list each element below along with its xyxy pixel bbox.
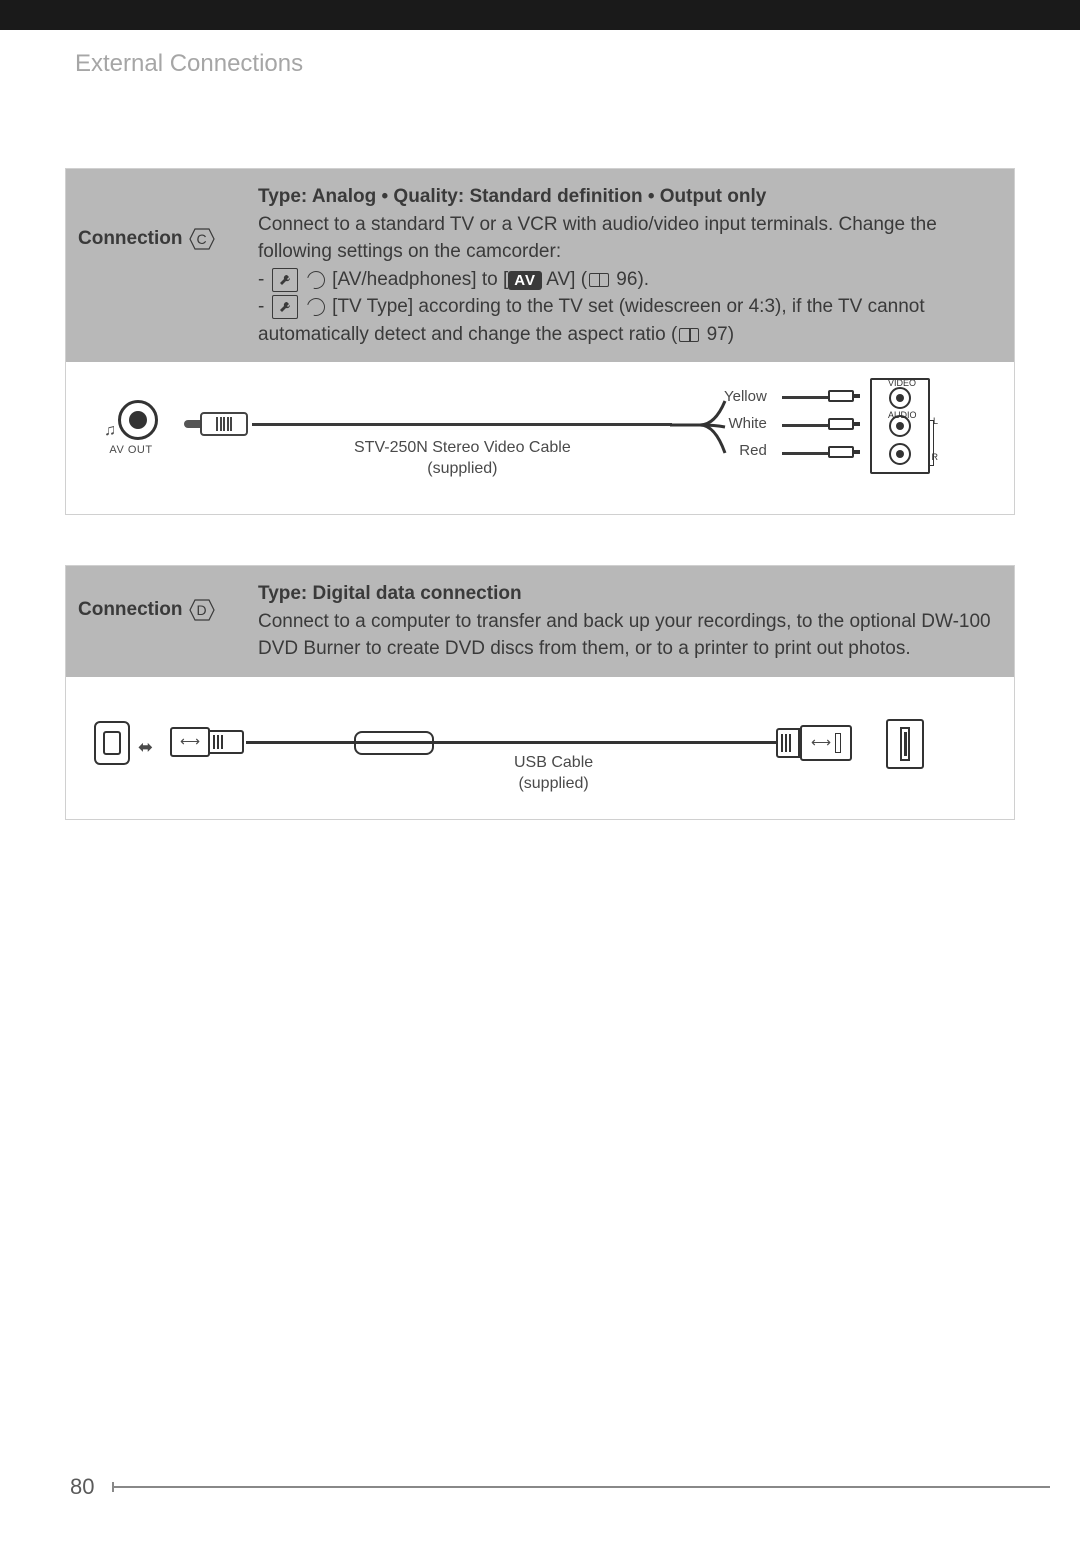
- rca-color-labels: Yellow White Red: [724, 388, 767, 459]
- top-black-bar: [0, 0, 1080, 30]
- usb-cable-line: [246, 741, 776, 744]
- rca-line: [782, 396, 828, 399]
- av-out-port-icon: ♫ AV OUT: [104, 400, 158, 456]
- connection-c-description: Type: Analog • Quality: Standard definit…: [258, 183, 994, 348]
- arc-icon: [304, 295, 329, 320]
- usb-a-socket-icon: [886, 719, 924, 769]
- rca-jack-panel-icon: VIDEO AUDIO L R: [870, 378, 930, 474]
- rca-plug-icon: [828, 390, 854, 402]
- connection-d-diagram: ⬌ ⟷ USB Cable (supplied) ⟷: [66, 677, 1014, 819]
- rca-line: [782, 452, 828, 455]
- av-out-label: AV OUT: [109, 444, 152, 456]
- page-footer: 80: [70, 1474, 1050, 1500]
- connection-word: Connection: [78, 228, 183, 250]
- hex-c-icon: C: [189, 227, 215, 251]
- desc-line: Connect to a computer to transfer and ba…: [258, 608, 994, 663]
- cable-name: STV-250N Stereo Video Cable (supplied): [354, 438, 571, 480]
- connection-word: Connection: [78, 599, 183, 621]
- footer-rule: [114, 1486, 1050, 1488]
- cable-line: [252, 423, 672, 426]
- av-badge: AV: [508, 271, 542, 290]
- ferrite-core-icon: [354, 731, 434, 755]
- rca-plug-icon: [828, 446, 854, 458]
- arc-icon: [304, 267, 329, 292]
- usb-a-plug-icon: ⟷: [776, 725, 852, 761]
- connection-d-section: Connection D Type: Digital data connecti…: [65, 565, 1015, 820]
- mini-usb-plug-icon: ⟷: [170, 727, 244, 757]
- desc-line: Connect to a standard TV or a VCR with a…: [258, 211, 994, 266]
- usb-symbol-icon: ⬌: [138, 737, 153, 758]
- connection-c-header: Connection C Type: Analog • Quality: Sta…: [66, 169, 1014, 362]
- wrench-icon: [272, 295, 298, 319]
- bullet-2: - [TV Type] according to the TV set (wid…: [258, 293, 994, 348]
- book-icon: [589, 273, 609, 287]
- book-icon: [679, 328, 699, 342]
- connection-c-diagram: ♫ AV OUT STV-250N Stereo Video Cable (su…: [66, 362, 1014, 514]
- connection-c-section: Connection C Type: Analog • Quality: Sta…: [65, 168, 1015, 515]
- connection-d-label: Connection D: [78, 598, 258, 622]
- hex-d-icon: D: [189, 598, 215, 622]
- page-title: External Connections: [75, 50, 1080, 78]
- minijack-plug-icon: [184, 412, 248, 436]
- page-number: 80: [70, 1474, 94, 1500]
- connection-d-description: Type: Digital data connection Connect to…: [258, 580, 994, 663]
- connection-c-label: Connection C: [78, 227, 258, 251]
- rca-plug-icon: [828, 418, 854, 430]
- connection-d-header: Connection D Type: Digital data connecti…: [66, 566, 1014, 677]
- headphone-icon: ♫: [104, 422, 116, 440]
- mini-usb-port-icon: [94, 721, 130, 765]
- bullet-1: - [AV/headphones] to [AV AV] ( 96).: [258, 266, 994, 294]
- usb-cable-name: USB Cable (supplied): [514, 753, 593, 795]
- type-line: Type: Analog • Quality: Standard definit…: [258, 183, 994, 211]
- rca-line: [782, 424, 828, 427]
- type-line: Type: Digital data connection: [258, 580, 994, 608]
- wrench-icon: [272, 268, 298, 292]
